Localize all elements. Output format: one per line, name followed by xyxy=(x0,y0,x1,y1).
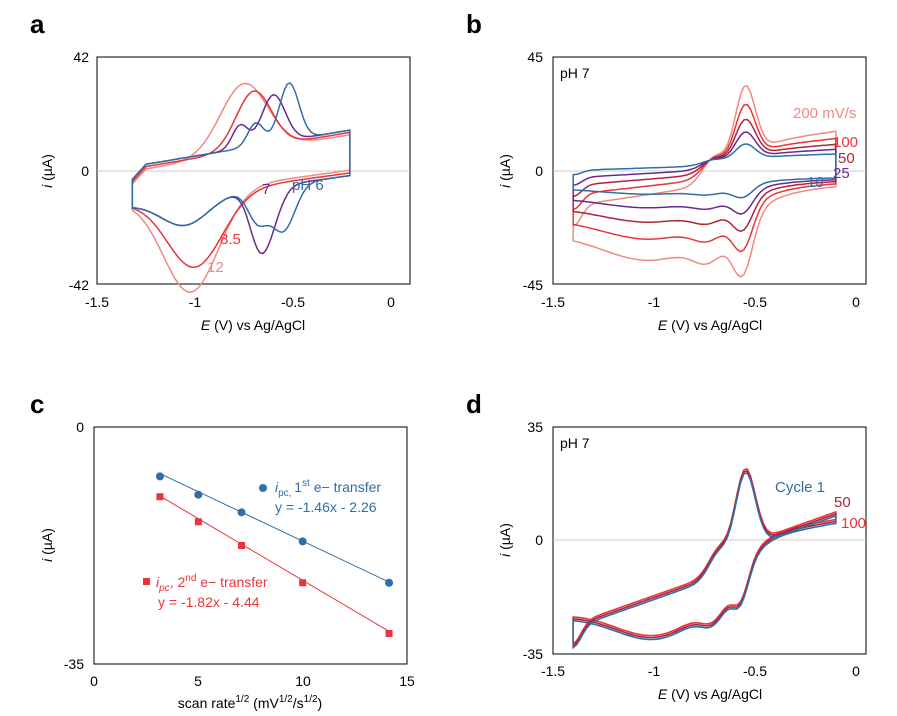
panel-b-xtick: 0 xyxy=(852,294,860,310)
panel-a-series-group xyxy=(131,82,351,293)
panel-b-ytick: -45 xyxy=(523,277,543,293)
panel-c-point-1-0 xyxy=(156,493,164,501)
panel-b-cv-curve-0 xyxy=(572,143,837,199)
panel-a-ylabel: i (µA) xyxy=(39,154,55,188)
panel-letter-a: a xyxy=(30,9,45,39)
panel-a-chart: 42 0 -42 -1.5 -1 -0.5 0 E (V) vs Ag/AgCl… xyxy=(39,49,411,333)
panel-c-fit-line-1 xyxy=(159,495,390,632)
panel-c-xtick: 15 xyxy=(399,673,415,689)
panel-a-xtick: -0.5 xyxy=(281,294,305,310)
panel-a-ytick: -42 xyxy=(69,277,89,293)
panel-b-label-100: 100 xyxy=(833,134,858,151)
panel-c-legend-label-1: ipc, 1st e− transfer xyxy=(275,478,381,499)
panel-b-xtick: -1 xyxy=(648,294,661,310)
panel-b-ytick: 45 xyxy=(527,49,543,65)
panel-a-label-ph12: 12 xyxy=(207,259,224,276)
panel-b-xlabel: E (V) vs Ag/AgCl xyxy=(658,317,762,333)
panel-b-cv-curve-1 xyxy=(572,131,837,215)
panel-b-cv-curve-2 xyxy=(572,118,837,233)
panel-d-plot-frame xyxy=(552,426,867,655)
panel-b-ytick: 0 xyxy=(535,163,543,179)
panel-a-ytick: 42 xyxy=(73,49,89,65)
panel-d-ytick: -35 xyxy=(523,646,543,662)
panel-a-xlabel: E (V) vs Ag/AgCl xyxy=(201,317,305,333)
panel-c-xtick: 0 xyxy=(90,673,98,689)
panel-d-xtick: 0 xyxy=(852,663,860,679)
panel-b-label-25: 25 xyxy=(833,165,850,182)
panel-b-chart: pH 7 45 0 -45 -1.5 -1 -0.5 0 E (V) vs Ag… xyxy=(497,49,867,333)
panel-c-point-1-1 xyxy=(194,518,202,526)
panel-d-xtick: -1.5 xyxy=(541,663,565,679)
panel-d-xtick: -1 xyxy=(648,663,661,679)
panel-c-legend-marker-1 xyxy=(259,484,267,492)
panel-c-point-1-3 xyxy=(299,579,307,587)
panel-a-plot-frame xyxy=(96,56,411,285)
panel-b-plot-frame xyxy=(552,56,867,285)
panel-letter-c: c xyxy=(30,389,44,419)
panel-b-label-200: 200 mV/s xyxy=(793,105,856,122)
panel-c-series-group xyxy=(155,472,394,638)
panel-c-ylabel: i (µA) xyxy=(39,528,55,562)
panel-b-label-50: 50 xyxy=(838,150,855,167)
panel-c-point-0-2 xyxy=(237,508,246,517)
panel-c-legend-label-2: ipc, 2nd e− transfer xyxy=(156,573,268,594)
panel-d-series-group xyxy=(572,468,837,650)
panel-d-xlabel: E (V) vs Ag/AgCl xyxy=(658,686,762,702)
panel-letter-d: d xyxy=(466,389,482,419)
panel-b-cv-curve-4 xyxy=(572,85,837,278)
panel-a-label-ph6: pH 6 xyxy=(292,177,324,194)
panel-c-point-1-2 xyxy=(238,542,246,549)
panel-b-cv-curve-3 xyxy=(572,103,837,253)
panel-c-point-1-4 xyxy=(385,630,393,638)
panel-d-cv-curve-0 xyxy=(572,471,837,650)
panel-c-ytick: -35 xyxy=(64,656,84,672)
panel-d-label-50: 50 xyxy=(834,494,851,511)
panel-c-xtick: 5 xyxy=(194,673,202,689)
panel-c-legend-marker-2 xyxy=(143,578,150,585)
panel-c-fit-label-2: y = -1.82x - 4.44 xyxy=(158,594,260,610)
panel-d-chart: pH 7 35 0 -35 -1.5 -1 -0.5 0 E (V) vs Ag… xyxy=(497,419,867,702)
panel-b-label-10: 10 xyxy=(807,174,824,191)
panel-d-label-cycle1: Cycle 1 xyxy=(775,479,825,496)
panel-b-ph-note: pH 7 xyxy=(560,65,590,81)
panel-b-xtick: -0.5 xyxy=(743,294,767,310)
panel-a-ytick: 0 xyxy=(81,163,89,179)
panel-a-label-ph7: 7 xyxy=(262,181,270,198)
panel-a-cv-curve-0 xyxy=(131,82,351,233)
panel-c-point-0-3 xyxy=(298,537,307,546)
panel-d-xtick: -0.5 xyxy=(743,663,767,679)
panel-a-xtick: -1 xyxy=(189,294,202,310)
panel-d-ytick: 35 xyxy=(527,419,543,435)
panel-c-xtick: 10 xyxy=(295,673,311,689)
panel-c-plot-frame xyxy=(93,426,408,665)
panel-d-ylabel: i (µA) xyxy=(497,523,513,557)
panel-d-label-100: 100 xyxy=(841,515,866,532)
panel-c-point-0-0 xyxy=(155,472,164,481)
panel-a-label-ph85: 8.5 xyxy=(220,231,241,248)
panel-a-xtick: 0 xyxy=(387,294,395,310)
panel-c-point-0-4 xyxy=(385,578,394,587)
panel-c-xlabel: scan rate1/2 (mV1/2/s1/2) xyxy=(178,694,322,711)
panel-c-point-0-1 xyxy=(194,490,203,499)
panel-c-ytick: 0 xyxy=(76,419,84,435)
panel-b-ylabel: i (µA) xyxy=(497,154,513,188)
panel-d-ph-note: pH 7 xyxy=(560,435,590,451)
panel-a-xtick: -1.5 xyxy=(85,294,109,310)
panel-d-cv-curve-1 xyxy=(572,470,837,648)
panel-b-series-group xyxy=(572,85,837,278)
panel-b-xtick: -1.5 xyxy=(541,294,565,310)
panel-c-fit-label-1: y = -1.46x - 2.26 xyxy=(275,499,377,515)
panel-letter-b: b xyxy=(466,9,482,39)
panel-d-ytick: 0 xyxy=(535,532,543,548)
panel-c-chart: 0 -35 0 5 10 15 scan rate1/2 (mV1/2/s1/2… xyxy=(39,419,415,711)
